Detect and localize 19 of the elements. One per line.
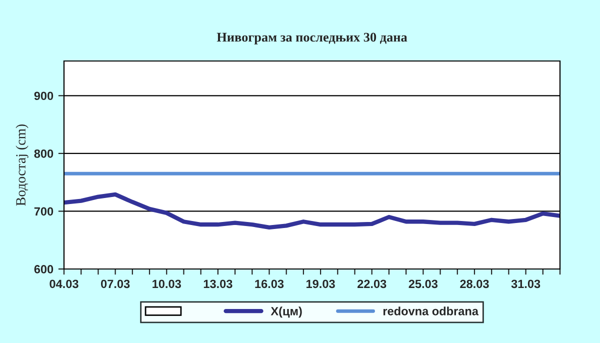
y-tick-label: 900 [34,92,54,100]
x-tick-label: 13.03 [204,280,232,288]
y-tick-label: 600 [34,265,54,274]
y-tick-label: 800 [34,149,54,158]
x-tick-label: 07.03 [101,280,130,288]
y-axis-title: Водостај (cm) [16,124,28,206]
y-tick-label: 700 [34,207,54,216]
legend-label: X(цм) [270,306,302,318]
x-tick-label: 10.03 [152,280,181,288]
x-tick-label: 19.03 [306,280,335,288]
x-tick-label: 28.03 [460,280,489,288]
x-tick-label: 25.03 [408,280,438,288]
line-series [64,192,560,230]
x-tick-label: 16.03 [255,280,284,288]
legend-label: redovna odbrana [383,306,479,316]
chart-title: Нивограм за последњих 30 дана [216,32,408,44]
x-tick-label: 04.03 [50,280,78,288]
x-tick-label: 22.03 [358,280,386,288]
x-tick-label: 31.03 [511,280,540,288]
